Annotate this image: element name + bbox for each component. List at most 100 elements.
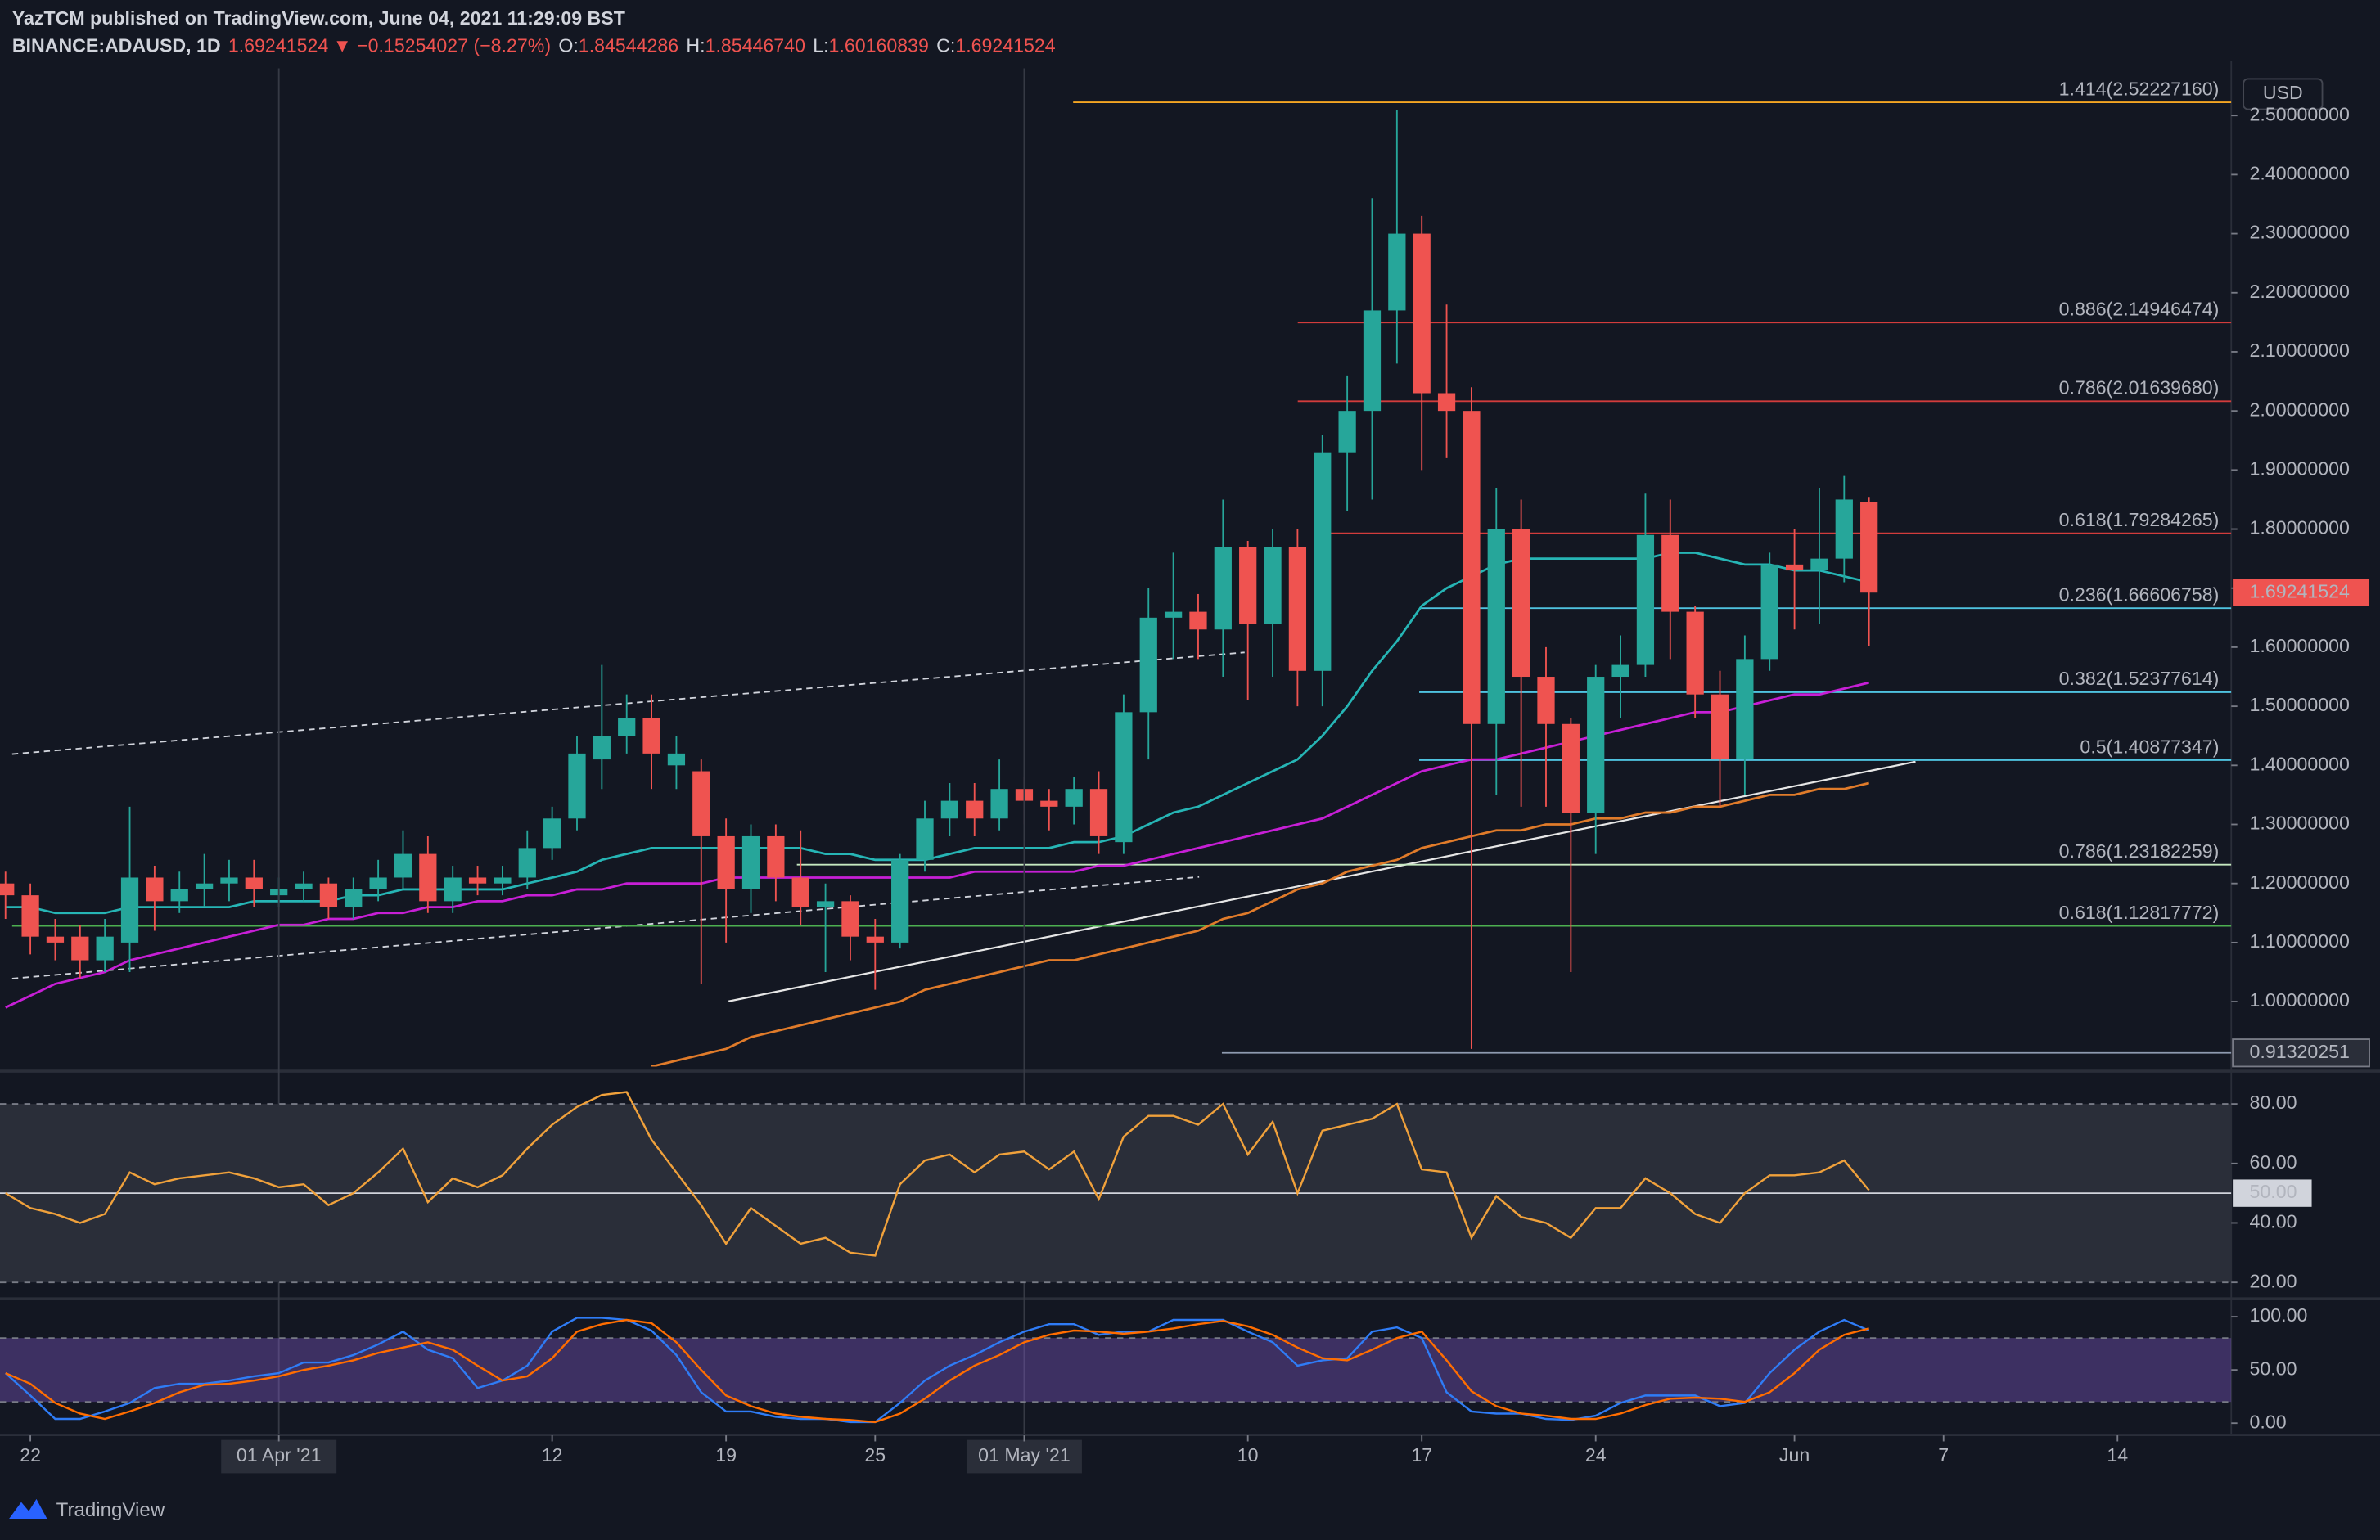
x-tick-label: 12 bbox=[542, 1444, 563, 1466]
trend-line bbox=[728, 760, 1916, 1002]
symbol-line: BINANCE:ADAUSD, 1D 1.69241524 ▼ −0.1525402… bbox=[12, 35, 1056, 56]
candle-body bbox=[1711, 694, 1729, 760]
candle-body bbox=[245, 877, 263, 889]
y-tick-label: 0.00 bbox=[2250, 1411, 2287, 1432]
y-tick-label: 2.20000000 bbox=[2250, 281, 2350, 302]
ohlc-value: 1.84544286 bbox=[579, 35, 678, 56]
indicator-line bbox=[5, 1318, 1869, 1424]
fib-label: 0.236(1.66606758) bbox=[2059, 584, 2220, 606]
candle-body bbox=[494, 877, 512, 884]
y-tick-label: 1.90000000 bbox=[2250, 457, 2350, 479]
ohlc-value: 1.85446740 bbox=[705, 35, 805, 56]
candle-body bbox=[1314, 452, 1332, 671]
midline-label: 50.00 bbox=[2250, 1181, 2297, 1202]
candle-body bbox=[1338, 411, 1356, 453]
candle-body bbox=[1388, 233, 1406, 311]
candle-body bbox=[990, 789, 1008, 819]
indicator-line bbox=[5, 1091, 1870, 1257]
y-tick-label: 1.60000000 bbox=[2250, 635, 2350, 656]
x-tick-label: 22 bbox=[20, 1444, 41, 1466]
candle-body bbox=[1611, 664, 1629, 678]
fib-label: 0.618(1.12817772) bbox=[2059, 902, 2220, 923]
fib-label: 0.382(1.52377614) bbox=[2059, 668, 2220, 689]
candle-body bbox=[146, 877, 164, 902]
candle-body bbox=[120, 877, 139, 943]
x-tick-label-box bbox=[966, 1439, 1082, 1474]
logo: TradingView bbox=[9, 1498, 165, 1521]
candle-body bbox=[1835, 499, 1853, 559]
candle-body bbox=[295, 883, 313, 889]
moving-average bbox=[651, 781, 1869, 1067]
fib-label: 0.5(1.40877347) bbox=[2080, 736, 2219, 757]
change: ▼ −0.15254027 (−8.27%) bbox=[333, 35, 551, 56]
candle-body bbox=[543, 818, 561, 849]
y-tick-label: 1.30000000 bbox=[2250, 813, 2350, 834]
candle-body bbox=[1288, 547, 1307, 671]
candle-body bbox=[1214, 547, 1232, 630]
candle-body bbox=[593, 736, 611, 760]
symbol: BINANCE:ADAUSD, 1D bbox=[12, 35, 221, 56]
author-line: YazTCM published on TradingView.com, Jun… bbox=[12, 7, 625, 29]
candle-body bbox=[46, 936, 65, 943]
candle-body bbox=[568, 753, 586, 819]
y-tick-label: 2.50000000 bbox=[2250, 103, 2350, 124]
candle-body bbox=[369, 877, 387, 889]
ohlc-value: 1.69241524 bbox=[955, 35, 1055, 56]
y-tick-label: 1.10000000 bbox=[2250, 930, 2350, 952]
trend-line bbox=[11, 876, 1200, 979]
y-tick-label: 1.40000000 bbox=[2250, 753, 2350, 774]
candle-body bbox=[21, 895, 39, 937]
candle-body bbox=[345, 889, 363, 907]
y-tick-label: 50.00 bbox=[2250, 1358, 2297, 1379]
candle-body bbox=[1413, 233, 1431, 394]
candle-body bbox=[1189, 611, 1207, 630]
candle-body bbox=[1264, 547, 1282, 624]
candle-body bbox=[1686, 611, 1704, 695]
x-tick-label: Jun bbox=[1779, 1444, 1810, 1466]
y-tick-label: 1.50000000 bbox=[2250, 694, 2350, 715]
y-tick-label: 100.00 bbox=[2250, 1304, 2308, 1326]
candle-body bbox=[816, 901, 835, 907]
fib-label: 0.786(2.01639680) bbox=[2059, 377, 2220, 399]
y-tick-label: 1.80000000 bbox=[2250, 517, 2350, 538]
y-tick-label: 2.40000000 bbox=[2250, 163, 2350, 184]
candle-body bbox=[1239, 547, 1257, 624]
marker-label: 0.91320251 bbox=[2250, 1041, 2350, 1062]
indicator-pane bbox=[0, 1317, 2232, 1424]
ohlc-key: C: bbox=[936, 35, 955, 56]
x-tick-label: 14 bbox=[2107, 1444, 2128, 1466]
candle-body bbox=[1139, 617, 1157, 713]
y-tick-label: 2.30000000 bbox=[2250, 222, 2350, 243]
brand: TradingView bbox=[56, 1499, 165, 1521]
candle-body bbox=[71, 936, 89, 961]
candle-body bbox=[1736, 659, 1754, 760]
candle-body bbox=[1487, 529, 1505, 724]
candle-body bbox=[444, 877, 462, 902]
y-tick-label: 20.00 bbox=[2250, 1270, 2297, 1291]
candle-body bbox=[891, 859, 909, 943]
candle-body bbox=[96, 936, 114, 961]
candle-body bbox=[940, 800, 959, 819]
currency-box bbox=[2243, 78, 2324, 110]
x-tick-label: 01 May '21 bbox=[978, 1444, 1071, 1466]
fib-label: 0.618(1.79284265) bbox=[2059, 509, 2220, 530]
ohlc-key: H: bbox=[686, 35, 705, 56]
candle-body bbox=[1115, 712, 1133, 843]
marker-box bbox=[2232, 1038, 2370, 1068]
x-tick-label: 01 Apr '21 bbox=[237, 1444, 322, 1466]
y-tick-label: 40.00 bbox=[2250, 1211, 2297, 1232]
candle-body bbox=[667, 753, 686, 766]
candle-body bbox=[1537, 677, 1555, 724]
candle-body bbox=[642, 718, 660, 754]
y-tick-label: 60.00 bbox=[2250, 1151, 2297, 1173]
candle-body bbox=[0, 883, 15, 896]
candle-body bbox=[916, 818, 934, 860]
moving-average bbox=[5, 552, 1869, 915]
fib-label: 1.414(2.52227160) bbox=[2059, 78, 2220, 99]
y-tick-label: 1.20000000 bbox=[2250, 871, 2350, 893]
ohlc-key: O: bbox=[558, 35, 578, 56]
candle-body bbox=[618, 718, 636, 736]
fib-label: 0.786(1.23182259) bbox=[2059, 840, 2220, 862]
moving-average bbox=[5, 681, 1869, 1009]
